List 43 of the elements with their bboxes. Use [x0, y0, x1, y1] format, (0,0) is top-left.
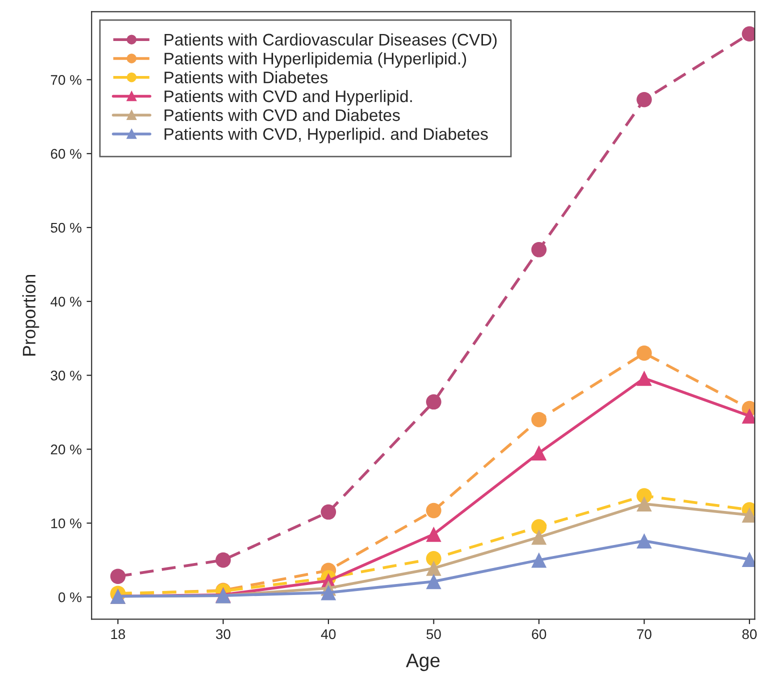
y-tick-label: 30 % [50, 370, 82, 380]
x-tick-label: 50 [426, 629, 441, 640]
point [531, 552, 547, 568]
y-tick-label: 0 % [58, 592, 82, 602]
x-axis-title: Age [406, 654, 440, 672]
point [426, 560, 442, 576]
y-tick-label: 60 % [50, 148, 82, 159]
point [426, 574, 442, 590]
point [636, 533, 652, 548]
y-tick-label: 10 % [51, 518, 82, 528]
point [531, 242, 547, 258]
legend-label: Patients with CVD, Hyperlipid. and Diabetes [164, 128, 488, 144]
point [531, 519, 547, 534]
y-axis-title: Proportion [22, 274, 40, 356]
point [426, 394, 442, 410]
y-tick-label: 20 % [50, 444, 82, 454]
point [636, 346, 652, 361]
legend-label: Patients with Cardiovascular Diseases (CVD) [164, 33, 497, 49]
point [426, 526, 442, 542]
point [636, 92, 652, 108]
legend-label: Patients with Hyperlipidemia (Hyperlipid.) [164, 52, 466, 68]
point [531, 530, 547, 545]
x-tick-label: 60 [532, 629, 546, 640]
x-tick-label: 80 [742, 629, 757, 640]
x-tick-label: 18 [111, 629, 126, 640]
point [531, 445, 547, 461]
x-tick-label: 30 [216, 629, 230, 640]
point [531, 412, 547, 428]
legend-label: Patients with Diabetes [164, 71, 328, 84]
point [636, 370, 652, 386]
point [216, 552, 231, 568]
x-tick-label: 70 [637, 629, 652, 640]
point [320, 504, 336, 520]
legend-label: Patients with CVD and Hyperlipid. [164, 90, 412, 106]
legend-label: Patients with CVD and Diabetes [164, 108, 400, 122]
y-tick-label: 40 % [50, 296, 82, 307]
point [320, 584, 336, 600]
y-tick-label: 70 % [50, 75, 82, 85]
point [110, 568, 126, 584]
point [426, 502, 442, 518]
y-tick-label: 50 % [50, 222, 82, 233]
x-tick-label: 40 [321, 629, 336, 640]
point [636, 496, 652, 512]
